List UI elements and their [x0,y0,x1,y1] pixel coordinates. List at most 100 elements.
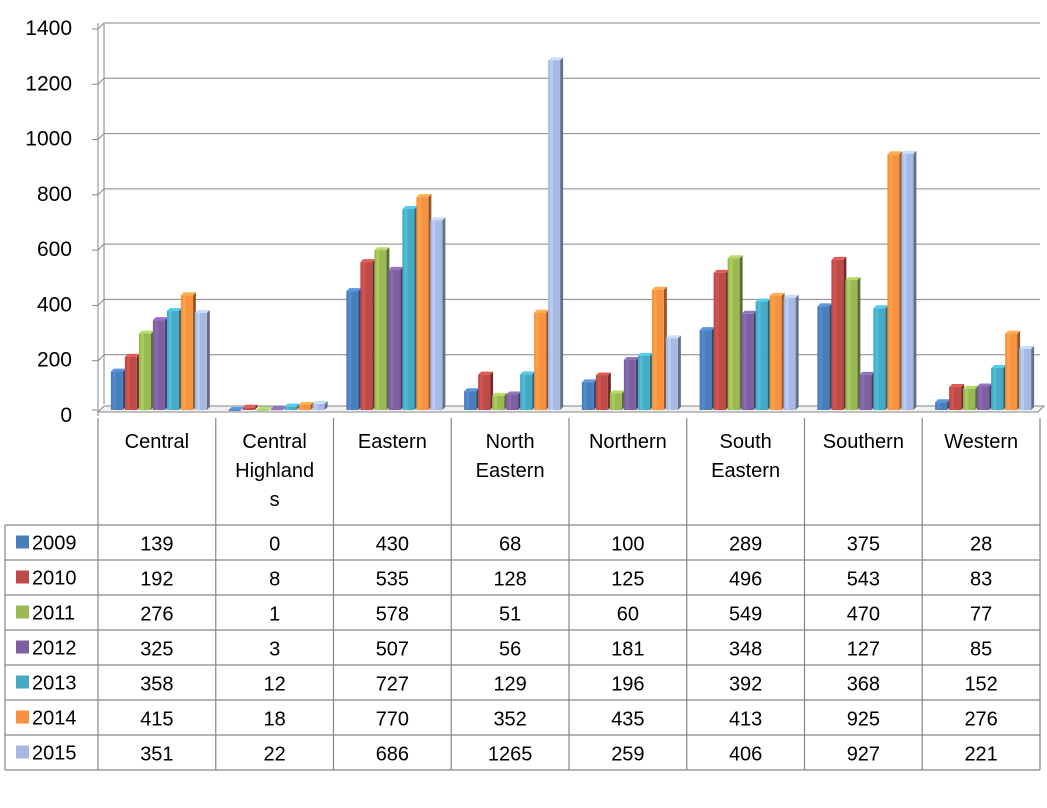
bar-highlight [889,154,893,410]
bar-top [416,194,432,198]
category-label: Central Highland s [235,431,314,511]
table-cell-value: 352 [493,709,526,731]
bar-top [388,266,404,270]
bar-top [741,310,757,314]
legend-swatch [16,745,29,759]
bar [637,352,653,410]
bar [402,206,418,410]
bar-highlight [833,259,837,410]
bar-front [859,374,872,410]
bar-highlight [951,387,955,410]
chart-floor [96,405,1046,413]
bar [138,330,154,410]
bar-front [727,258,740,410]
bar-top [166,308,182,312]
bar [194,309,210,410]
bar [242,404,258,410]
table-cell-value: 325 [140,639,173,661]
bar [492,392,508,410]
table-cell-value: 192 [140,569,173,591]
bar [741,310,757,410]
bar-highlight [979,386,983,410]
bar [374,247,390,410]
bar [623,356,639,410]
table-cell-value: 129 [493,674,526,696]
legend-swatch [16,640,29,654]
bar-top [769,292,785,296]
data-table: Central Central Highland s Eastern North Easte… [4,418,1041,771]
bar [346,288,362,410]
bar-top [110,368,126,372]
y-tick-label: 200 [37,349,72,372]
bar-front [534,312,547,410]
bar [727,255,743,410]
y-tick-label: 0 [60,404,72,427]
bar-front [194,312,207,410]
bar-front [977,386,990,410]
table-cell-value: 578 [376,604,409,626]
bar-top [581,379,597,383]
table-cell-value: 181 [611,639,644,661]
bar [949,384,965,410]
table-cell-value: 358 [140,674,173,696]
table-cell-value: 415 [140,709,173,731]
bar-highlight [653,289,657,410]
bar-highlight [126,356,130,410]
table-cell-value: 0 [269,534,280,556]
bar [1019,345,1035,410]
bar-front [935,402,948,410]
bar-top [270,406,286,410]
bar [817,303,833,410]
table-cell-value: 60 [617,604,639,626]
bar-highlight [244,407,248,410]
table-cell-value: 543 [847,569,880,591]
bar-front [152,320,165,410]
bar-front [478,374,491,410]
bar-highlight [715,272,719,410]
bar [1005,330,1021,410]
table-cell-value: 289 [729,534,762,556]
table-cell-value: 549 [729,604,762,626]
table-cell-value: 18 [264,709,286,731]
bar-highlight [522,374,526,410]
bar [416,194,432,410]
bar-top [1005,330,1021,334]
bar-top [873,305,889,309]
gridline-slant [97,133,105,140]
bar [534,309,550,410]
y-tick-label: 400 [37,293,72,316]
bar-front [1019,348,1032,410]
bar [478,371,494,410]
gridlines [97,22,1040,362]
table-cell-value: 435 [611,709,644,731]
bar-highlight [390,269,394,410]
bar [228,407,244,411]
bar-front [284,406,297,410]
bar-side [795,294,799,410]
bar-highlight [785,297,789,410]
legend-swatch [16,535,29,549]
y-tick-label: 1400 [25,17,72,40]
table-cell-value: 1265 [488,744,533,766]
table-cell-value: 152 [964,674,997,696]
bar-highlight [494,395,498,410]
legend-swatch [16,710,29,724]
table-cell-value: 221 [964,744,997,766]
bar-top [831,256,847,260]
bar [110,368,126,410]
bar [430,217,446,410]
legend-label: 2011 [32,603,75,625]
table-cell-value: 276 [140,604,173,626]
legend-swatch [16,570,29,584]
bar-top [783,294,799,298]
bar-top [492,392,508,396]
table-cell-value: 28 [970,534,992,556]
table-cell-value: 22 [264,744,286,766]
table-cell-value: 85 [970,639,992,661]
bar-highlight [639,355,643,410]
bar-highlight [376,250,380,410]
bar-front [609,393,622,410]
table-cell-value: 3 [269,639,280,661]
bar-top [464,388,480,392]
